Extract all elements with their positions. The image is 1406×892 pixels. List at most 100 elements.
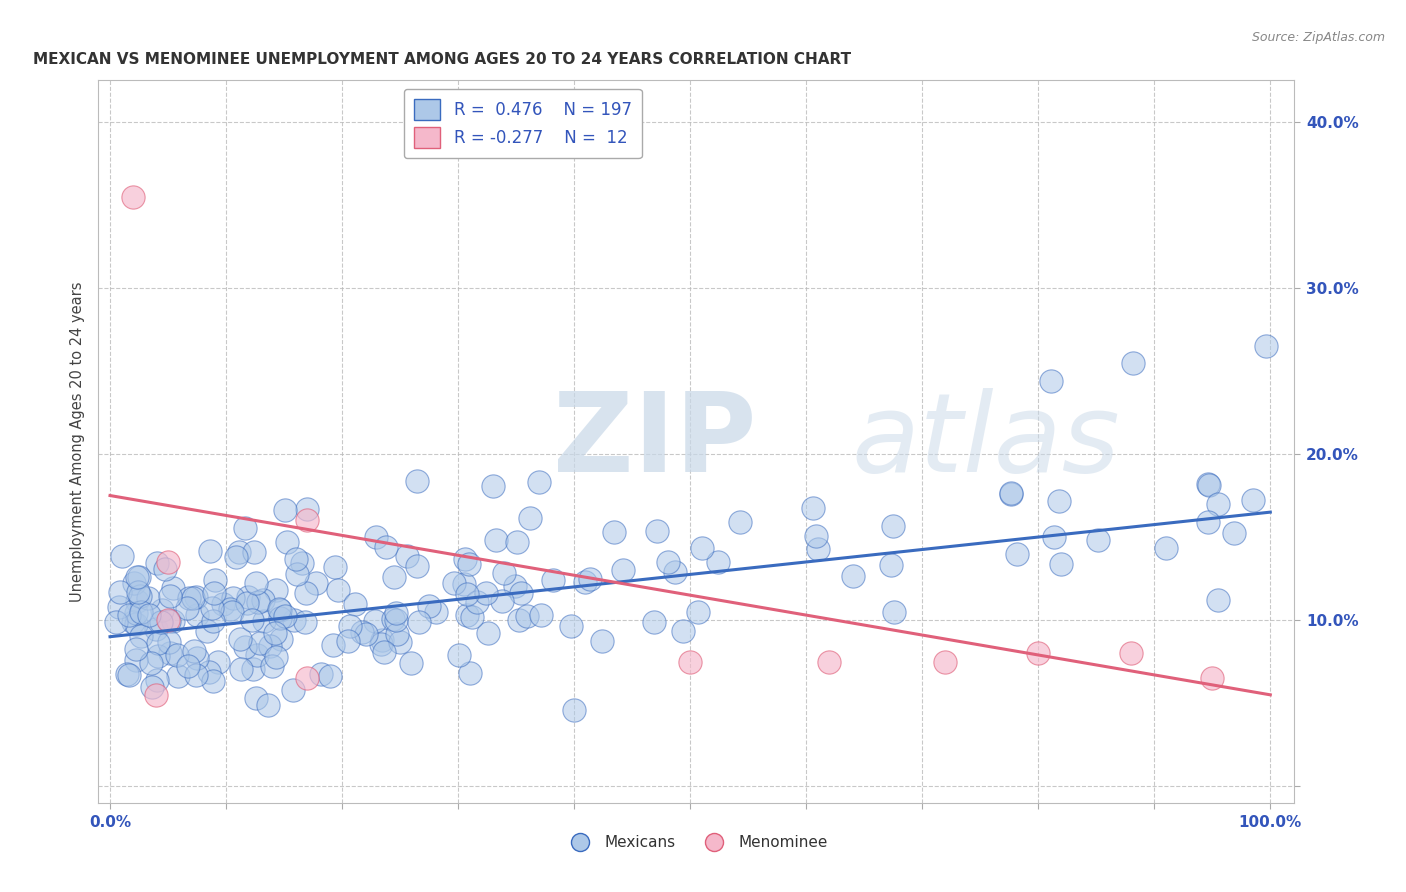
Point xyxy=(148,636,170,650)
Point xyxy=(141,681,163,695)
Point xyxy=(385,614,408,628)
Point xyxy=(399,656,422,670)
Point xyxy=(259,639,281,653)
Point xyxy=(443,575,465,590)
Point xyxy=(1047,494,1070,508)
Point xyxy=(491,594,513,608)
Point xyxy=(276,535,298,549)
Point xyxy=(198,665,221,679)
Point xyxy=(1000,487,1022,501)
Point xyxy=(883,606,905,620)
Point xyxy=(125,607,148,621)
Point xyxy=(128,570,150,584)
Point xyxy=(325,559,347,574)
Point xyxy=(202,673,225,688)
Point xyxy=(125,593,148,607)
Point xyxy=(157,555,180,569)
Point xyxy=(364,530,387,544)
Point xyxy=(460,665,482,680)
Point xyxy=(246,595,269,609)
Point xyxy=(105,615,128,629)
Legend: Mexicans, Menominee: Mexicans, Menominee xyxy=(558,830,834,856)
Point xyxy=(1122,356,1144,370)
Text: ZIP: ZIP xyxy=(553,388,756,495)
Point xyxy=(728,515,751,529)
Point xyxy=(166,669,188,683)
Point xyxy=(388,634,411,648)
Point xyxy=(645,524,668,538)
Point xyxy=(297,513,319,527)
Point xyxy=(477,626,499,640)
Point xyxy=(127,585,149,599)
Point xyxy=(294,615,316,629)
Text: MEXICAN VS MENOMINEE UNEMPLOYMENT AMONG AGES 20 TO 24 YEARS CORRELATION CHART: MEXICAN VS MENOMINEE UNEMPLOYMENT AMONG … xyxy=(32,52,851,67)
Point xyxy=(309,667,332,681)
Point xyxy=(290,556,312,570)
Point xyxy=(176,601,198,615)
Point xyxy=(200,544,222,558)
Point xyxy=(408,615,430,629)
Point xyxy=(118,667,141,681)
Point xyxy=(1050,557,1073,571)
Point xyxy=(153,562,176,576)
Point xyxy=(1154,541,1177,555)
Point xyxy=(233,640,256,654)
Point xyxy=(125,642,148,657)
Point xyxy=(108,600,131,615)
Text: Source: ZipAtlas.com: Source: ZipAtlas.com xyxy=(1251,31,1385,45)
Point xyxy=(148,649,170,664)
Point xyxy=(510,586,533,600)
Point xyxy=(297,671,319,685)
Point xyxy=(269,603,291,617)
Point xyxy=(122,189,145,203)
Point xyxy=(252,592,274,607)
Point xyxy=(322,638,344,652)
Point xyxy=(562,703,585,717)
Point xyxy=(375,540,398,554)
Point xyxy=(264,649,287,664)
Point xyxy=(274,502,297,516)
Point xyxy=(284,551,307,566)
Point xyxy=(295,502,318,516)
Point xyxy=(127,570,149,584)
Point xyxy=(373,644,395,658)
Point xyxy=(305,575,328,590)
Point xyxy=(1197,477,1219,491)
Point xyxy=(807,542,830,557)
Point xyxy=(129,629,152,643)
Point xyxy=(456,587,478,601)
Point xyxy=(842,569,865,583)
Point xyxy=(225,549,247,564)
Point xyxy=(1040,374,1063,388)
Point xyxy=(381,612,404,626)
Point xyxy=(229,662,252,676)
Point xyxy=(146,557,169,571)
Point xyxy=(236,590,259,604)
Point xyxy=(672,624,695,638)
Point xyxy=(246,648,269,662)
Point xyxy=(385,606,408,620)
Point xyxy=(664,565,686,579)
Point xyxy=(354,627,377,641)
Point xyxy=(339,619,361,633)
Point xyxy=(150,615,173,629)
Point xyxy=(485,533,508,547)
Point xyxy=(177,659,200,673)
Point xyxy=(157,635,180,649)
Point xyxy=(492,566,515,581)
Point xyxy=(145,688,167,702)
Point xyxy=(882,519,904,533)
Point xyxy=(128,589,150,603)
Point xyxy=(425,605,447,619)
Point xyxy=(1206,497,1229,511)
Point xyxy=(1241,493,1264,508)
Point xyxy=(1223,525,1246,540)
Point xyxy=(229,632,252,647)
Point xyxy=(503,579,526,593)
Point xyxy=(385,626,408,640)
Point xyxy=(657,555,679,569)
Point xyxy=(240,613,263,627)
Point xyxy=(228,544,250,558)
Point xyxy=(352,625,374,640)
Point xyxy=(679,655,702,669)
